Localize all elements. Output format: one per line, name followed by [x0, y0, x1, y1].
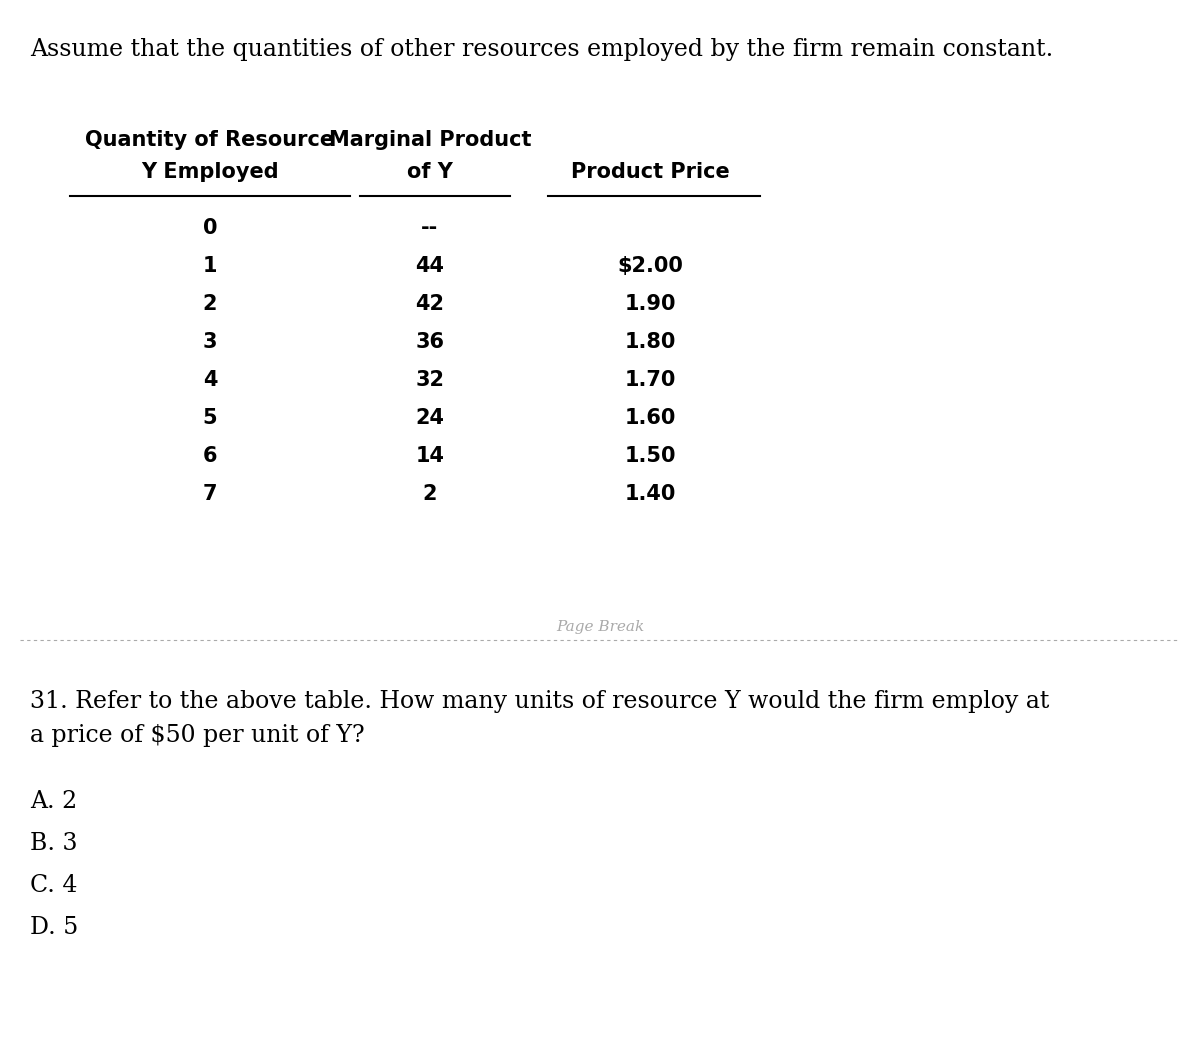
Text: B. 3: B. 3: [30, 832, 78, 855]
Text: C. 4: C. 4: [30, 874, 78, 897]
Text: Assume that the quantities of other resources employed by the firm remain consta: Assume that the quantities of other reso…: [30, 38, 1054, 61]
Text: 1.60: 1.60: [624, 408, 676, 428]
Text: 1: 1: [203, 256, 217, 276]
Text: 4: 4: [203, 370, 217, 390]
Text: Page Break: Page Break: [556, 620, 644, 634]
Text: 7: 7: [203, 484, 217, 504]
Text: 2: 2: [422, 484, 437, 504]
Text: Product Price: Product Price: [571, 162, 730, 182]
Text: 1.90: 1.90: [624, 294, 676, 314]
Text: 24: 24: [415, 408, 444, 428]
Text: Quantity of Resource: Quantity of Resource: [85, 130, 335, 150]
Text: Marginal Product: Marginal Product: [329, 130, 532, 150]
Text: 1.50: 1.50: [624, 446, 676, 466]
Text: 2: 2: [203, 294, 217, 314]
Text: 0: 0: [203, 218, 217, 238]
Text: $2.00: $2.00: [617, 256, 683, 276]
Text: Y Employed: Y Employed: [142, 162, 278, 182]
Text: 42: 42: [415, 294, 444, 314]
Text: 32: 32: [415, 370, 444, 390]
Text: 5: 5: [203, 408, 217, 428]
Text: 31. Refer to the above table. How many units of resource Y would the firm employ: 31. Refer to the above table. How many u…: [30, 690, 1049, 747]
Text: 1.70: 1.70: [624, 370, 676, 390]
Text: D. 5: D. 5: [30, 916, 78, 939]
Text: 36: 36: [415, 332, 444, 352]
Text: 6: 6: [203, 446, 217, 466]
Text: A. 2: A. 2: [30, 790, 77, 813]
Text: 14: 14: [415, 446, 444, 466]
Text: of Y: of Y: [407, 162, 452, 182]
Text: 44: 44: [415, 256, 444, 276]
Text: 1.40: 1.40: [624, 484, 676, 504]
Text: --: --: [421, 218, 439, 238]
Text: 1.80: 1.80: [624, 332, 676, 352]
Text: 3: 3: [203, 332, 217, 352]
